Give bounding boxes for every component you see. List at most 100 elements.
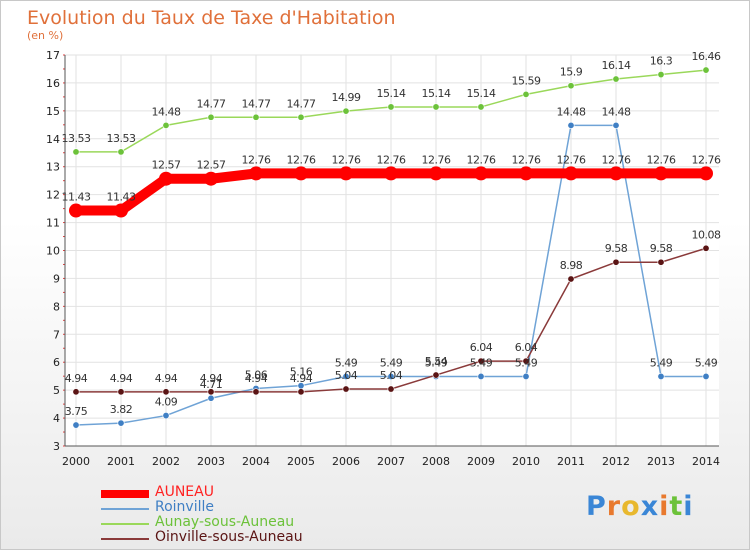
x-tick-label: 2011 [557,455,585,468]
data-point [162,121,170,129]
data-label: 6.04 [515,341,538,354]
data-point [657,372,665,380]
data-label: 11.43 [62,191,91,204]
x-tick-label: 2014 [692,455,720,468]
data-point [702,372,710,380]
data-label: 3.75 [65,405,88,418]
data-label: 12.76 [557,153,586,166]
data-point [612,258,620,266]
x-tick-label: 2001 [107,455,135,468]
data-label: 11.43 [107,191,136,204]
y-tick-label: 16 [46,77,60,90]
x-tick-label: 2007 [377,455,405,468]
legend-label: AUNEAU [155,484,214,500]
data-label: 15.14 [422,87,451,100]
data-label: 5.49 [335,356,358,369]
data-point [567,121,575,129]
legend-swatch [101,490,149,498]
y-tick-label: 12 [46,189,60,202]
data-point [117,419,125,427]
data-point [207,394,215,402]
data-label: 4.94 [245,372,268,385]
x-tick-label: 2013 [647,455,675,468]
y-tick-label: 10 [46,245,60,258]
data-point [474,166,488,181]
data-label: 5.49 [650,356,673,369]
data-point [612,75,620,83]
x-tick-label: 2005 [287,455,315,468]
y-tick-label: 7 [53,328,60,341]
data-point [252,388,260,396]
data-point [657,258,665,266]
data-label: 14.77 [287,97,316,110]
data-label: 10.08 [692,228,721,241]
y-tick-label: 11 [46,217,60,230]
data-label: 6.04 [470,341,493,354]
data-label: 5.49 [695,356,718,369]
data-label: 12.76 [692,153,721,166]
data-point [567,82,575,90]
unit-label: (en %) [27,29,64,42]
data-label: 15.14 [377,87,406,100]
legend-swatch [101,523,149,525]
x-tick-label: 2009 [467,455,495,468]
legend-label: Roinville [155,499,214,515]
data-label: 14.48 [557,105,586,118]
data-label: 12.76 [242,153,271,166]
y-tick-label: 5 [53,384,60,397]
data-point [477,357,485,365]
y-tick-label: 14 [46,133,60,146]
data-point [342,372,350,380]
data-point [249,166,263,181]
legend-label: Oinville-sous-Auneau [155,529,303,545]
data-point [69,203,83,218]
x-tick-label: 2003 [197,455,225,468]
data-point [204,171,218,186]
data-label: 13.53 [62,132,91,145]
data-point [342,385,350,393]
data-point [699,166,713,181]
data-label: 12.76 [332,153,361,166]
data-label: 16.3 [650,55,673,68]
data-label: 13.53 [107,132,136,145]
data-point [387,103,395,111]
legend-label: Aunay-sous-Auneau [155,514,295,530]
data-point [162,388,170,396]
data-point [612,121,620,129]
legend-swatch [101,538,149,540]
y-tick-label: 17 [46,49,60,62]
data-point [297,388,305,396]
data-point [294,166,308,181]
data-label: 4.94 [110,372,133,385]
x-tick-label: 2002 [152,455,180,468]
y-tick-label: 13 [46,161,60,174]
data-label: 5.49 [515,356,538,369]
data-label: 15.14 [467,87,496,100]
data-point [114,203,128,218]
data-label: 3.82 [110,403,133,416]
data-label: 5.16 [290,366,313,379]
data-point [252,113,260,121]
data-point [567,275,575,283]
data-label: 12.76 [602,153,631,166]
data-label: 5.54 [425,355,448,368]
data-label: 9.58 [650,242,673,255]
data-label: 15.9 [560,66,583,79]
data-point [387,372,395,380]
data-label: 16.46 [692,50,721,63]
data-label: 4.71 [200,378,223,391]
data-point [432,103,440,111]
data-label: 12.57 [152,159,181,172]
data-point [609,166,623,181]
y-tick-label: 4 [53,412,60,425]
data-label: 14.48 [152,105,181,118]
data-label: 14.99 [332,91,361,104]
y-tick-label: 15 [46,105,60,118]
data-label: 12.76 [287,153,316,166]
data-label: 12.76 [377,153,406,166]
legend-swatch [101,508,149,510]
data-point [72,388,80,396]
data-point [519,166,533,181]
data-label: 5.49 [470,356,493,369]
data-point [342,107,350,115]
